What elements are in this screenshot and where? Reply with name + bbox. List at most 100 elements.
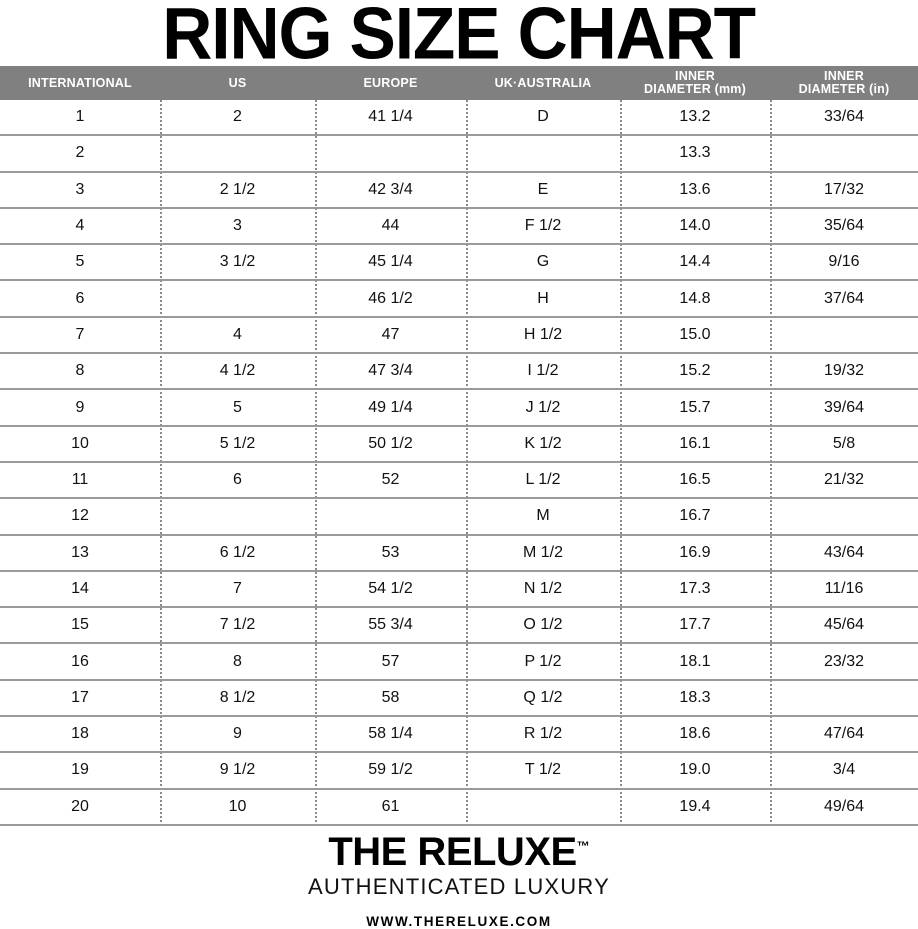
- column-header-inner-diameter-mm-line2: DIAMETER (mm): [644, 82, 746, 96]
- table-cell-us: [160, 498, 315, 536]
- table-row: 10 5 1/2 50 1/2 K 1/2 16.1 5/8: [0, 425, 918, 463]
- table-cell-us: 3: [160, 207, 315, 246]
- table-cell-inner_mm: 18.1: [620, 643, 770, 681]
- table-cell-us: 9: [160, 716, 315, 754]
- column-header-europe-line1: EUROPE: [363, 75, 418, 90]
- table-cell-uk_australia: [466, 788, 620, 826]
- table-cell-uk_australia: D: [466, 100, 620, 137]
- table-cell-inner_mm: 18.6: [620, 716, 770, 754]
- table-cell-inner_mm: 16.9: [620, 534, 770, 572]
- table-cell-inner_mm: 19.4: [620, 788, 770, 826]
- trademark-symbol: ™: [576, 838, 590, 854]
- table-cell-europe: 42 3/4: [315, 171, 466, 209]
- table-cell-international: 3: [0, 171, 160, 209]
- table-cell-international: 16: [0, 643, 160, 681]
- table-cell-europe: 49 1/4: [315, 389, 466, 427]
- table-row: 6 46 1/2 H 14.8 37/64: [0, 280, 918, 318]
- table-cell-europe: 54 1/2: [315, 570, 466, 609]
- table-cell-europe: 44: [315, 207, 466, 246]
- table-cell-uk_australia: H 1/2: [466, 316, 620, 355]
- table-cell-uk_australia: H: [466, 280, 620, 318]
- table-cell-international: 15: [0, 607, 160, 645]
- table-cell-inner_in: 43/64: [770, 534, 918, 572]
- table-cell-international: 13: [0, 534, 160, 572]
- table-cell-inner_in: 11/16: [770, 570, 918, 609]
- table-cell-international: 7: [0, 316, 160, 355]
- column-header-europe: EUROPE: [315, 66, 466, 100]
- table-row: 1 2 41 1/4 D 13.2 33/64: [0, 100, 918, 137]
- table-cell-inner_in: 37/64: [770, 280, 918, 318]
- table-cell-international: 17: [0, 679, 160, 718]
- column-header-us: US: [160, 66, 315, 100]
- table-cell-inner_in: [770, 135, 918, 173]
- table-cell-inner_in: [770, 498, 918, 536]
- table-cell-inner_mm: 17.7: [620, 607, 770, 645]
- table-cell-us: 7: [160, 570, 315, 609]
- table-cell-uk_australia: E: [466, 171, 620, 209]
- table-row: 4 3 44 F 1/2 14.0 35/64: [0, 207, 918, 246]
- table-cell-europe: [315, 135, 466, 173]
- table-cell-international: 1: [0, 100, 160, 137]
- table-cell-international: 10: [0, 425, 160, 463]
- table-cell-international: 5: [0, 244, 160, 282]
- table-row: 15 7 1/2 55 3/4 O 1/2 17.7 45/64: [0, 607, 918, 645]
- table-cell-europe: 47 3/4: [315, 353, 466, 391]
- table-cell-inner_in: 5/8: [770, 425, 918, 463]
- table-cell-inner_mm: 13.3: [620, 135, 770, 173]
- table-cell-inner_mm: 16.5: [620, 461, 770, 500]
- table-cell-inner_in: 17/32: [770, 171, 918, 209]
- table-cell-europe: 61: [315, 788, 466, 826]
- table-cell-us: 5: [160, 389, 315, 427]
- column-header-us-line1: US: [228, 75, 247, 90]
- table-cell-inner_in: [770, 679, 918, 718]
- table-cell-uk_australia: F 1/2: [466, 207, 620, 246]
- table-cell-us: 4: [160, 316, 315, 355]
- table-cell-us: 2: [160, 100, 315, 137]
- table-body: 1 2 41 1/4 D 13.2 33/64 2 13.3 3 2 1/2 42 3/4 E 13.6…: [0, 100, 918, 826]
- table-row: 13 6 1/2 53 M 1/2 16.9 43/64: [0, 534, 918, 572]
- column-header-international: INTERNATIONAL: [0, 66, 160, 100]
- table-cell-inner_mm: 19.0: [620, 752, 770, 790]
- column-header-inner-diameter-mm: INNER DIAMETER (mm): [620, 66, 770, 100]
- table-cell-us: 9 1/2: [160, 752, 315, 790]
- table-cell-inner_mm: 18.3: [620, 679, 770, 718]
- column-header-inner-diameter-in: INNER DIAMETER (in): [770, 66, 918, 100]
- table-cell-uk_australia: N 1/2: [466, 570, 620, 609]
- table-cell-us: [160, 135, 315, 173]
- table-row: 14 7 54 1/2 N 1/2 17.3 11/16: [0, 570, 918, 609]
- table-cell-inner_mm: 17.3: [620, 570, 770, 609]
- brand-name-text: THE RELUXE: [328, 829, 577, 874]
- table-cell-uk_australia: G: [466, 244, 620, 282]
- table-cell-international: 14: [0, 570, 160, 609]
- table-cell-us: 8 1/2: [160, 679, 315, 718]
- table-cell-inner_in: 35/64: [770, 207, 918, 246]
- table-row: 2 13.3: [0, 135, 918, 173]
- table-cell-international: 2: [0, 135, 160, 173]
- table-cell-uk_australia: M: [466, 498, 620, 536]
- table-cell-uk_australia: P 1/2: [466, 643, 620, 681]
- table-cell-uk_australia: T 1/2: [466, 752, 620, 790]
- table-cell-international: 19: [0, 752, 160, 790]
- table-cell-inner_mm: 13.6: [620, 171, 770, 209]
- column-header-inner-diameter-mm-line1: INNER: [675, 69, 715, 84]
- table-cell-inner_in: 47/64: [770, 716, 918, 754]
- table-cell-uk_australia: J 1/2: [466, 389, 620, 427]
- table-cell-inner_in: 45/64: [770, 607, 918, 645]
- column-header-inner-diameter-in-line2: DIAMETER (in): [798, 82, 890, 96]
- table-cell-inner_mm: 16.7: [620, 498, 770, 536]
- table-cell-us: 7 1/2: [160, 607, 315, 645]
- table-cell-inner_in: 9/16: [770, 244, 918, 282]
- table-cell-inner_mm: 14.8: [620, 280, 770, 318]
- table-cell-inner_in: 19/32: [770, 353, 918, 391]
- table-cell-inner_mm: 15.7: [620, 389, 770, 427]
- table-cell-inner_in: 3/4: [770, 752, 918, 790]
- table-cell-international: 6: [0, 280, 160, 318]
- table-cell-uk_australia: R 1/2: [466, 716, 620, 754]
- table-cell-europe: 59 1/2: [315, 752, 466, 790]
- table-cell-international: 11: [0, 461, 160, 500]
- table-cell-uk_australia: K 1/2: [466, 425, 620, 463]
- table-cell-europe: 50 1/2: [315, 425, 466, 463]
